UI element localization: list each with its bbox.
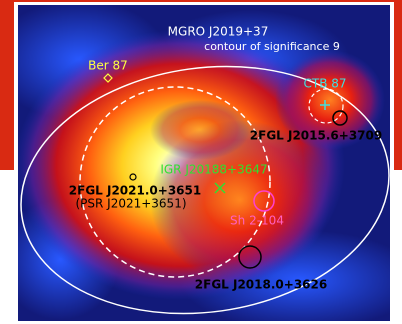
title: MGRO J2019+37 — [168, 25, 269, 39]
label: 2FGL J2018.0+3626 — [195, 278, 327, 292]
label: 2FGL J2021.0+3651 — [69, 184, 201, 198]
label: Sh 2-104 — [230, 214, 284, 228]
figure: MGRO J2019+37 contour of significance 9 … — [0, 0, 402, 324]
label: IGR J20188+3647 — [160, 163, 267, 177]
label: 2FGL J2015.6+3709 — [250, 129, 382, 143]
label: Ber 87 — [88, 59, 128, 73]
label: CTB 87 — [303, 77, 346, 91]
label: (PSR J2021+3651) — [75, 197, 186, 211]
subtitle: contour of significance 9 — [204, 40, 340, 53]
